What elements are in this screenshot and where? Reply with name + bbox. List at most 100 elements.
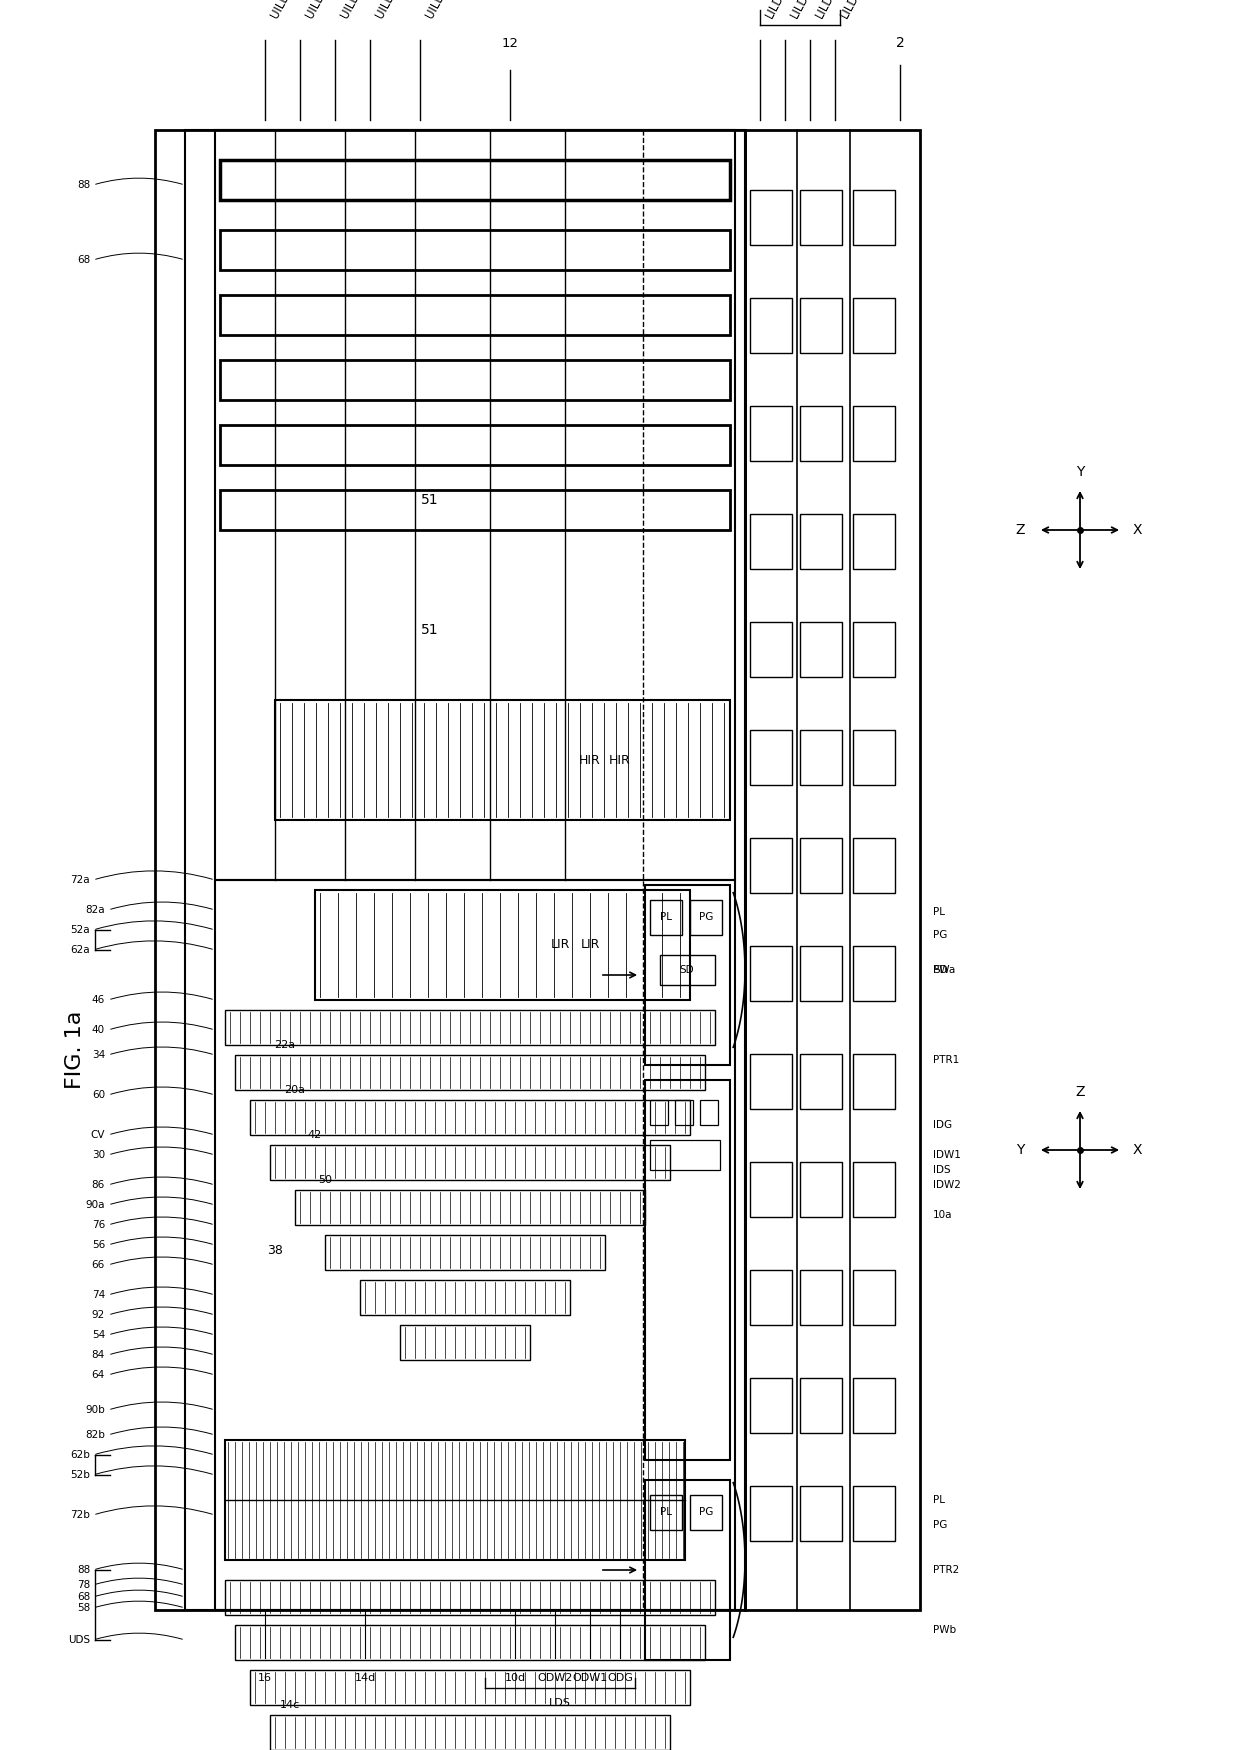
- Text: LIR: LIR: [551, 938, 569, 952]
- Text: LILD4: LILD4: [763, 0, 790, 19]
- Bar: [155, 130, 745, 1610]
- Bar: [853, 298, 895, 354]
- Text: 51: 51: [422, 623, 439, 637]
- Bar: [853, 1486, 895, 1542]
- Text: 82a: 82a: [86, 905, 105, 915]
- Bar: [219, 296, 730, 334]
- Text: PL: PL: [932, 906, 945, 917]
- Text: 2: 2: [895, 37, 904, 51]
- Bar: [800, 191, 842, 245]
- Text: 72a: 72a: [71, 875, 91, 886]
- Bar: [750, 1162, 792, 1216]
- Text: 52b: 52b: [71, 1470, 91, 1480]
- Text: 54: 54: [92, 1330, 105, 1340]
- Text: Y: Y: [1076, 466, 1084, 480]
- Text: 72b: 72b: [71, 1510, 91, 1521]
- Text: 84: 84: [92, 1349, 105, 1360]
- Text: 88: 88: [77, 1564, 91, 1575]
- Bar: [853, 191, 895, 245]
- Text: 14d: 14d: [355, 1673, 376, 1684]
- Text: UDS: UDS: [68, 1634, 91, 1645]
- Text: IDW1: IDW1: [932, 1150, 961, 1160]
- Text: 51: 51: [422, 493, 439, 507]
- Text: HIR: HIR: [579, 754, 601, 766]
- Bar: [224, 1010, 715, 1045]
- Bar: [853, 621, 895, 677]
- Text: 76: 76: [92, 1220, 105, 1230]
- Bar: [750, 1270, 792, 1325]
- Bar: [800, 730, 842, 786]
- Text: LILD2: LILD2: [813, 0, 839, 19]
- Text: 52a: 52a: [71, 926, 91, 934]
- Text: 10a: 10a: [932, 1209, 952, 1220]
- Bar: [315, 891, 689, 999]
- Text: CV: CV: [91, 1130, 105, 1139]
- Bar: [219, 229, 730, 270]
- Bar: [800, 514, 842, 569]
- Text: 90a: 90a: [86, 1200, 105, 1209]
- Bar: [800, 838, 842, 892]
- Bar: [800, 1054, 842, 1110]
- Text: 62a: 62a: [71, 945, 91, 956]
- Text: PTR1: PTR1: [932, 1055, 960, 1066]
- Bar: [853, 947, 895, 1001]
- Bar: [270, 1715, 670, 1750]
- Bar: [645, 886, 730, 1066]
- Text: UILD4: UILD4: [303, 0, 331, 19]
- Text: PG: PG: [699, 1507, 713, 1517]
- Bar: [750, 947, 792, 1001]
- Bar: [650, 1101, 668, 1125]
- Bar: [800, 621, 842, 677]
- Text: 68: 68: [77, 1592, 91, 1601]
- Bar: [224, 1580, 715, 1615]
- Bar: [215, 880, 735, 1610]
- Text: X: X: [1132, 523, 1142, 537]
- Bar: [853, 1270, 895, 1325]
- Text: 74: 74: [92, 1290, 105, 1300]
- Bar: [185, 130, 745, 1610]
- Text: 64: 64: [92, 1370, 105, 1381]
- Bar: [750, 514, 792, 569]
- Bar: [236, 1626, 706, 1661]
- Text: 38: 38: [267, 1244, 283, 1256]
- Bar: [250, 1670, 689, 1704]
- Bar: [800, 1377, 842, 1433]
- Bar: [645, 1080, 730, 1460]
- Bar: [853, 838, 895, 892]
- Bar: [750, 1054, 792, 1110]
- Bar: [250, 1101, 689, 1136]
- Text: PWb: PWb: [932, 1626, 956, 1634]
- Bar: [295, 1190, 645, 1225]
- Text: 66: 66: [92, 1260, 105, 1270]
- Text: 58: 58: [77, 1603, 91, 1614]
- Text: PG: PG: [932, 929, 947, 940]
- Text: UILD2: UILD2: [373, 0, 401, 19]
- Text: Z: Z: [1016, 523, 1024, 537]
- Bar: [675, 1101, 693, 1125]
- Bar: [853, 1054, 895, 1110]
- Bar: [660, 956, 715, 985]
- Bar: [750, 191, 792, 245]
- Text: UILD1: UILD1: [423, 0, 451, 19]
- Text: LDS: LDS: [549, 1698, 570, 1708]
- Bar: [219, 360, 730, 401]
- Text: ODG: ODG: [608, 1673, 632, 1684]
- Bar: [853, 1162, 895, 1216]
- Text: 12: 12: [501, 37, 518, 51]
- Text: PWa: PWa: [932, 964, 955, 975]
- Bar: [325, 1236, 605, 1270]
- Text: 56: 56: [92, 1241, 105, 1250]
- Text: LIR: LIR: [580, 938, 600, 952]
- Text: UILD3: UILD3: [339, 0, 366, 19]
- Text: 22a: 22a: [274, 1040, 295, 1050]
- Bar: [650, 1139, 720, 1171]
- Bar: [750, 1377, 792, 1433]
- Bar: [853, 514, 895, 569]
- Bar: [215, 130, 735, 880]
- Bar: [750, 298, 792, 354]
- Bar: [853, 1377, 895, 1433]
- Text: PL: PL: [660, 912, 672, 922]
- Bar: [219, 425, 730, 466]
- Text: IDW2: IDW2: [932, 1180, 961, 1190]
- Bar: [219, 490, 730, 530]
